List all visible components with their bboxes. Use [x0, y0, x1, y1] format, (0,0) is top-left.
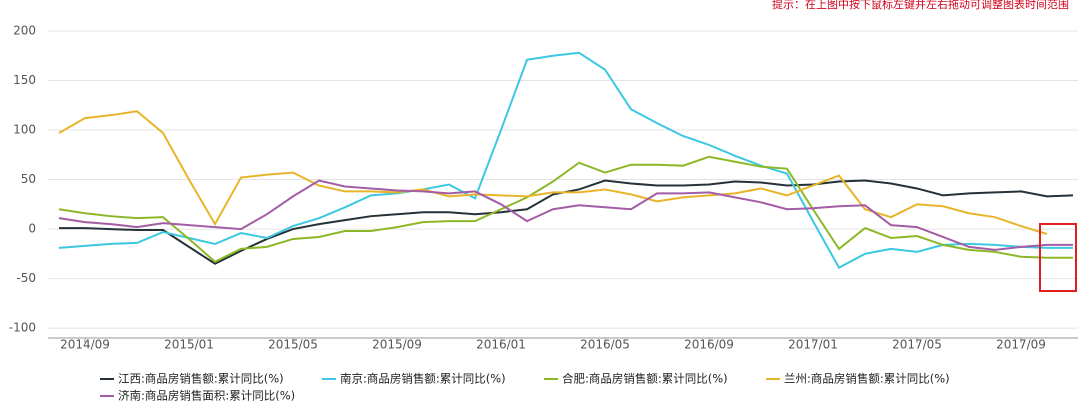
legend-label: 济南:商品房销售面积:累计同比(%): [118, 389, 295, 403]
hint-text: 提示：在上图中按下鼠标左键并左右拖动可调整图表时间范围: [772, 0, 1069, 11]
y-tick-label: 150: [13, 73, 36, 87]
y-tick-label: -50: [16, 271, 36, 285]
legend-label: 兰州:商品房销售额:累计同比(%): [784, 372, 950, 386]
series-line: [58, 155, 1073, 263]
x-tick-label: 2017/09: [996, 338, 1046, 352]
legend-label: 南京:商品房销售额:累计同比(%): [340, 372, 506, 386]
y-tick-label: 100: [13, 123, 36, 137]
x-tick-label: 2017/01: [788, 338, 838, 352]
x-tick-label: 2016/09: [684, 338, 734, 352]
series-line: [58, 51, 1073, 270]
legend-label: 合肥:商品房销售额:累计同比(%): [562, 372, 728, 386]
x-tick-label: 2015/01: [164, 338, 214, 352]
x-tick-label: 2016/01: [476, 338, 526, 352]
x-tick-label: 2014/09: [60, 338, 110, 352]
y-tick-label: -100: [9, 321, 36, 335]
legend-label: 江西:商品房销售额:累计同比(%): [118, 372, 284, 386]
x-tick-label: 2016/05: [580, 338, 630, 352]
x-tick-label: 2015/09: [372, 338, 422, 352]
series-line: [58, 110, 1048, 235]
x-tick-label: 2015/05: [268, 338, 318, 352]
x-tick-label: 2017/05: [892, 338, 942, 352]
series-line: [58, 179, 1073, 251]
y-tick-label: 200: [13, 24, 36, 38]
highlight-box: [1039, 223, 1077, 292]
y-tick-label: 50: [21, 172, 36, 186]
y-tick-label: 0: [28, 222, 36, 236]
